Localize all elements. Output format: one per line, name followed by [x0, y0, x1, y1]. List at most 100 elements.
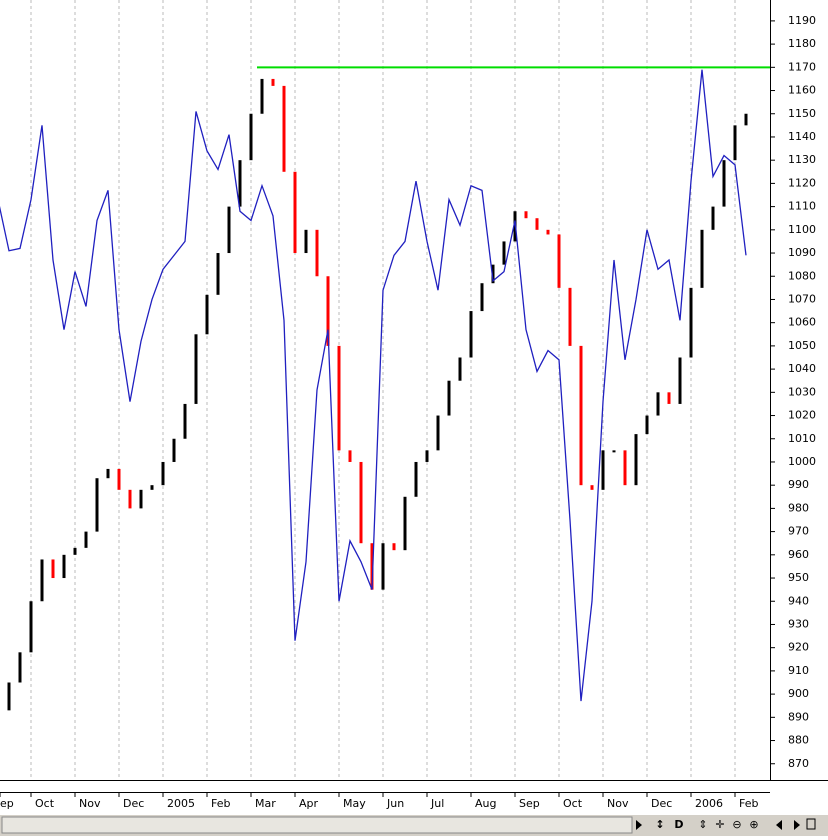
y-tick-label: 1110	[788, 200, 816, 213]
price-bar	[733, 125, 737, 161]
price-bar	[480, 283, 484, 312]
y-tick-label: 1050	[788, 339, 816, 352]
price-bar	[304, 229, 308, 254]
price-bar	[656, 392, 660, 416]
y-tick-label: 1010	[788, 432, 816, 445]
price-bar	[469, 311, 473, 358]
x-tick-label: ep	[0, 797, 14, 810]
y-tick-label: 1190	[788, 14, 816, 27]
price-bar	[667, 392, 671, 404]
price-bar	[590, 485, 594, 490]
price-bar	[447, 380, 451, 416]
x-tick-label: Aug	[475, 797, 496, 810]
y-tick-label: 1140	[788, 130, 816, 143]
period-button[interactable]: D	[674, 818, 683, 831]
price-bar	[73, 547, 77, 555]
x-tick-label: Feb	[739, 797, 758, 810]
price-bar	[436, 415, 440, 451]
zoom-out-icon[interactable]: ⊖	[732, 818, 741, 831]
y-tick-label: 1060	[788, 316, 816, 329]
price-bar	[62, 554, 66, 579]
y-tick-label: 1070	[788, 292, 816, 305]
x-tick-label: Apr	[299, 797, 319, 810]
price-bar	[216, 253, 220, 295]
y-tick-label: 970	[788, 525, 809, 538]
x-tick-label: May	[343, 797, 366, 810]
y-tick-label: 990	[788, 478, 809, 491]
price-bar	[458, 357, 462, 381]
y-tick-label: 1020	[788, 409, 816, 422]
y-tick-label: 940	[788, 594, 809, 607]
y-tick-label: 1100	[788, 223, 816, 236]
x-tick-label: Nov	[79, 797, 101, 810]
price-bar	[7, 682, 11, 711]
price-bar	[524, 211, 528, 219]
price-bar	[18, 652, 22, 683]
price-bar	[744, 113, 748, 126]
y-tick-label: 1170	[788, 60, 816, 73]
price-bar	[491, 264, 495, 284]
move-icon[interactable]: ⇕	[698, 818, 707, 831]
x-tick-label: Sep	[519, 797, 540, 810]
y-tick-label: 1000	[788, 455, 816, 468]
menu-icon[interactable]	[806, 818, 816, 830]
y-tick-label: 910	[788, 664, 809, 677]
price-bar	[172, 438, 176, 462]
price-bar	[117, 468, 121, 490]
scroll-thumb[interactable]	[1, 816, 633, 834]
price-bar	[106, 468, 110, 479]
price-bar	[337, 345, 341, 451]
sync-icon[interactable]: ↕	[655, 818, 664, 831]
y-tick-label: 920	[788, 641, 809, 654]
price-bar	[227, 206, 231, 254]
next-button[interactable]	[794, 820, 800, 830]
price-bar	[403, 496, 407, 551]
x-tick-label: Mar	[255, 797, 276, 810]
price-bar	[623, 450, 627, 486]
price-bar	[689, 287, 693, 358]
y-tick-label: 1030	[788, 385, 816, 398]
price-bar	[557, 234, 561, 288]
price-bar	[425, 450, 429, 462]
y-tick-label: 890	[788, 710, 809, 723]
price-bar	[634, 434, 638, 486]
y-tick-label: 950	[788, 571, 809, 584]
price-bar	[645, 415, 649, 435]
price-bar	[414, 461, 418, 497]
price-bar	[381, 543, 385, 590]
x-tick-label: Dec	[651, 797, 672, 810]
price-bar	[678, 357, 682, 404]
pan-icon[interactable]: ✛	[715, 818, 724, 831]
price-bar	[150, 485, 154, 490]
x-tick-label: Jul	[430, 797, 444, 810]
price-bar	[95, 478, 99, 532]
price-bar	[183, 403, 187, 439]
y-tick-label: 980	[788, 501, 809, 514]
x-tick-label: Dec	[123, 797, 144, 810]
price-bar	[700, 229, 704, 288]
price-bar	[370, 543, 374, 590]
y-tick-label: 880	[788, 734, 809, 747]
x-tick-label: 2005	[167, 797, 195, 810]
price-bar	[29, 601, 33, 653]
price-bar	[392, 543, 396, 551]
zoom-in-icon[interactable]: ⊕	[749, 818, 758, 831]
price-bar	[546, 229, 550, 235]
y-tick-label: 1180	[788, 37, 816, 50]
y-tick-label: 1150	[788, 107, 816, 120]
x-tick-label: Oct	[35, 797, 55, 810]
oscillator-line	[0, 69, 747, 702]
y-tick-label: 1130	[788, 153, 816, 166]
x-tick-label: Nov	[607, 797, 629, 810]
price-bar	[128, 489, 132, 509]
scroll-right[interactable]	[636, 820, 642, 830]
price-bar	[348, 450, 352, 462]
price-bar	[601, 450, 605, 490]
price-bar	[238, 160, 242, 207]
x-tick-label: Jun	[386, 797, 404, 810]
prev-button[interactable]	[776, 820, 782, 830]
price-bar	[326, 276, 330, 346]
